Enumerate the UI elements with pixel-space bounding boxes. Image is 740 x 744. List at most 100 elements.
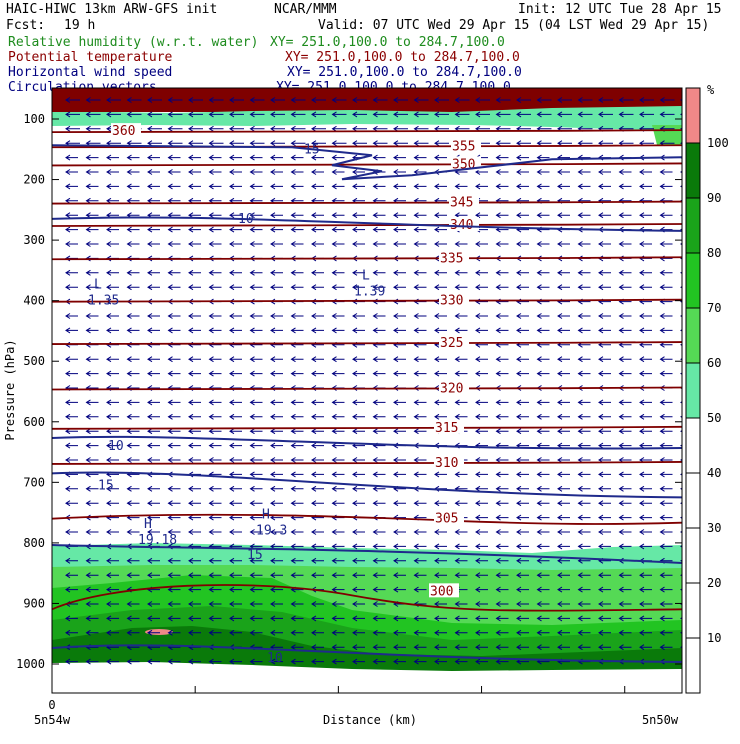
wind-vector bbox=[516, 471, 529, 478]
wind-vector bbox=[270, 500, 283, 507]
wind-vector bbox=[249, 111, 265, 118]
wind-vector bbox=[639, 183, 652, 190]
wind-vector bbox=[557, 97, 572, 103]
wind-vector bbox=[106, 313, 119, 319]
wind-vector bbox=[413, 97, 429, 103]
wind-vector bbox=[639, 428, 652, 435]
wind-vector bbox=[557, 212, 570, 219]
wind-vector bbox=[331, 313, 345, 319]
wind-vector bbox=[167, 572, 181, 579]
wind-vector bbox=[659, 644, 673, 651]
wind-vector bbox=[352, 572, 365, 579]
wind-vector bbox=[680, 185, 682, 188]
wind-vector bbox=[270, 313, 283, 319]
wind-vector bbox=[352, 644, 365, 651]
wind-vector bbox=[352, 97, 367, 103]
wind-vector bbox=[680, 429, 682, 433]
wind-vector bbox=[680, 127, 682, 131]
plot-frame bbox=[51, 87, 683, 694]
wind-vector bbox=[618, 313, 632, 319]
wind-vector bbox=[680, 113, 682, 116]
wind-vector bbox=[434, 226, 447, 233]
wind-vector bbox=[65, 284, 78, 291]
wind-vector bbox=[413, 586, 427, 593]
wind-vector bbox=[208, 356, 222, 363]
wind-vector bbox=[516, 356, 529, 363]
wind-vector bbox=[680, 170, 682, 174]
wind-vector bbox=[331, 471, 345, 478]
wind-vector bbox=[413, 183, 427, 190]
wind-vector bbox=[434, 413, 447, 420]
wind-vector bbox=[270, 658, 283, 665]
wind-vector bbox=[249, 658, 263, 665]
wind-vector bbox=[454, 644, 468, 651]
axes: 1002003004005006007008009001000Pressure … bbox=[3, 87, 683, 727]
wind-vector bbox=[516, 644, 529, 651]
wind-vector bbox=[188, 140, 203, 147]
wind-vector bbox=[598, 212, 611, 219]
wind-vector bbox=[577, 543, 591, 550]
wind-vector bbox=[188, 457, 201, 463]
wind-vector bbox=[577, 413, 591, 420]
wind-vector bbox=[618, 586, 632, 593]
wind-vector bbox=[577, 601, 591, 607]
wind-vector bbox=[290, 543, 304, 550]
wind-vector bbox=[393, 269, 406, 276]
wind-vector bbox=[270, 183, 283, 190]
wind-vector bbox=[598, 572, 611, 579]
init-time: Init: 12 UTC Tue 28 Apr 15 bbox=[518, 2, 722, 17]
wind-vector bbox=[208, 97, 224, 103]
wind-vector bbox=[680, 141, 682, 145]
wind-vector bbox=[475, 97, 490, 103]
wind-vector bbox=[598, 284, 611, 291]
wind-vector bbox=[188, 125, 203, 132]
wind-vector bbox=[290, 601, 304, 607]
colorbar-bin bbox=[686, 88, 700, 143]
wind-vector bbox=[167, 514, 181, 521]
wind-vector bbox=[372, 428, 386, 435]
wind-vector bbox=[85, 356, 99, 363]
wind-vector bbox=[413, 413, 427, 420]
wind-vector bbox=[393, 212, 406, 219]
wind-vector bbox=[577, 97, 593, 103]
wind-vector bbox=[393, 629, 406, 636]
wind-vector bbox=[372, 543, 386, 550]
wind-vector bbox=[516, 111, 531, 118]
wind-vector bbox=[106, 658, 119, 665]
theta-label: 315 bbox=[435, 421, 458, 436]
wind-vector bbox=[147, 500, 160, 507]
wind-vector bbox=[434, 529, 447, 535]
wind-vector bbox=[516, 543, 529, 550]
wind-vector bbox=[85, 615, 99, 622]
wind-vector bbox=[577, 313, 591, 319]
wind-vector bbox=[680, 444, 682, 447]
wind-vector bbox=[331, 500, 345, 507]
wind-vector bbox=[270, 154, 283, 161]
wind-vector bbox=[167, 601, 181, 607]
colorbar-label: 60 bbox=[707, 356, 721, 370]
wind-vector bbox=[598, 97, 613, 103]
wind-vector bbox=[208, 284, 222, 291]
wind-vector bbox=[495, 327, 509, 334]
wind-vector bbox=[557, 413, 570, 420]
wind-vector bbox=[434, 154, 447, 161]
wind-vector bbox=[208, 529, 222, 535]
wind-vector bbox=[270, 284, 283, 291]
wind-contour-line bbox=[52, 644, 682, 663]
wind-vector bbox=[516, 629, 529, 636]
wind-vector bbox=[413, 543, 427, 550]
wind-vector bbox=[249, 514, 263, 521]
wind-vector bbox=[311, 644, 324, 651]
wind-vector bbox=[413, 169, 427, 175]
wind-vector bbox=[536, 370, 550, 377]
wind-vector bbox=[65, 500, 78, 507]
wind-vector bbox=[557, 529, 570, 535]
wind-vector bbox=[106, 399, 119, 406]
wind-vector bbox=[167, 615, 181, 622]
wind-vector bbox=[229, 284, 242, 291]
wind-vector bbox=[147, 327, 160, 334]
wind-vector bbox=[454, 500, 468, 507]
wind-vector bbox=[393, 356, 406, 363]
wind-vector bbox=[495, 97, 511, 103]
wind-vector bbox=[311, 572, 324, 579]
